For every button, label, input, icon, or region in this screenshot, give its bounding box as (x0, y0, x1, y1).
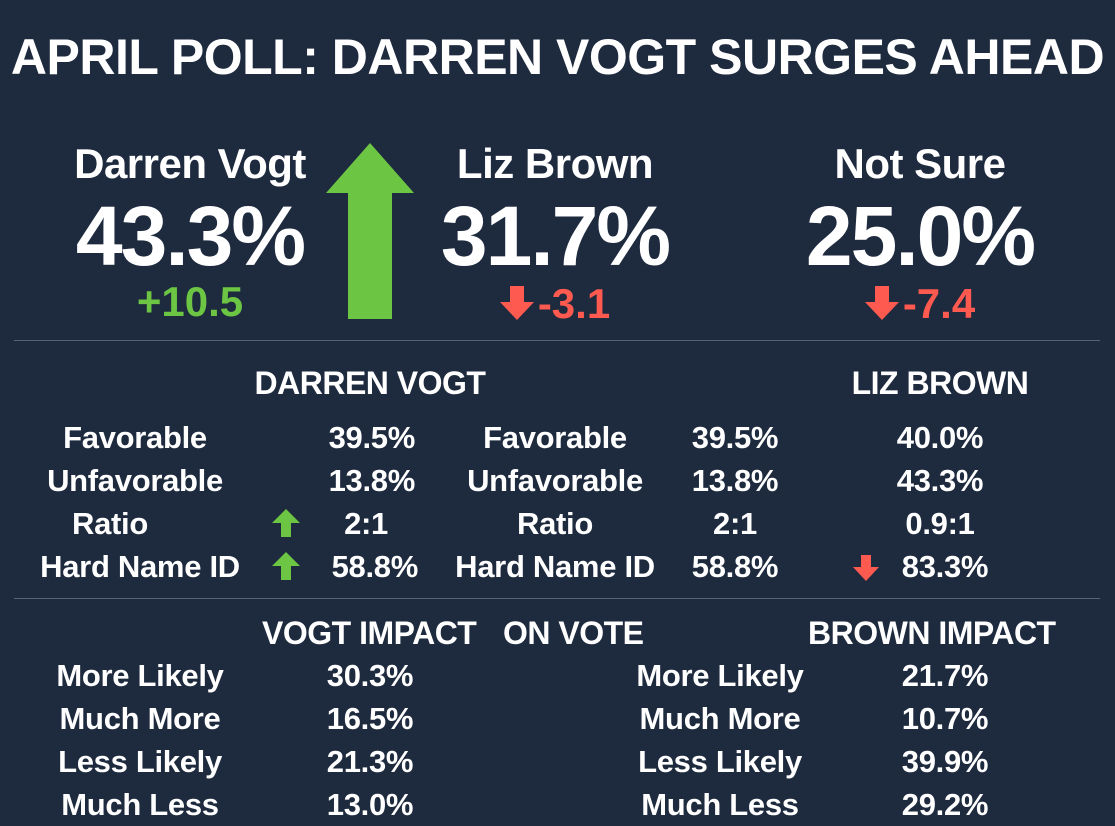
impact-header-middle: ON VOTE (503, 615, 644, 651)
candidate-name-brown: Liz Brown (456, 140, 654, 187)
fav-row-vogt-value: 58.8% (331, 549, 419, 584)
fav-row-mid-value: 58.8% (691, 549, 779, 584)
arrow-down-icon (853, 555, 879, 581)
impact-row-vogt-value: 16.5% (326, 701, 414, 736)
impact-row-vogt-value: 21.3% (326, 744, 414, 779)
arrow-down-icon (864, 286, 899, 320)
candidate-pct-brown: 31.7% (440, 189, 671, 283)
fav-row-mid-value: 2:1 (713, 506, 757, 541)
arrow-up-icon (272, 509, 300, 537)
fav-row-label: Hard Name ID (40, 549, 240, 584)
fav-row-brown-value: 40.0% (896, 420, 984, 455)
change-value: -3.1 (537, 280, 611, 327)
impact-row-brown-value: 10.7% (901, 701, 989, 736)
fav-row-label: Favorable (63, 420, 207, 455)
impact-row-brown-label: Less Likely (638, 744, 802, 779)
candidate-pct-vogt: 43.3% (75, 189, 306, 283)
candidate-pct-not-sure: 25.0% (805, 189, 1036, 283)
impact-row-vogt-value: 13.0% (326, 787, 414, 822)
impact-row-label: Much More (59, 701, 221, 736)
impact-header-brown: BROWN IMPACT (808, 615, 1056, 651)
candidate-change-not-sure: -7.4 (790, 280, 1050, 328)
impact-row-label: More Likely (56, 658, 224, 693)
candidate-name-vogt: Darren Vogt (74, 140, 306, 187)
fav-row-brown-value: 83.3% (901, 549, 989, 584)
impact-header-vogt: VOGT IMPACT (262, 615, 477, 651)
impact-row-vogt-value: 30.3% (326, 658, 414, 693)
fav-row-mid-value: 13.8% (691, 463, 779, 498)
arrow-up-icon (272, 552, 300, 580)
fav-row-label-2: Unfavorable (467, 463, 643, 498)
impact-row-brown-label: Much More (639, 701, 801, 736)
fav-row-brown-value: 43.3% (896, 463, 984, 498)
fav-row-label: Unfavorable (47, 463, 223, 498)
fav-row-label-2: Ratio (516, 506, 593, 541)
arrow-down-icon (499, 286, 534, 320)
fav-row-mid-value: 39.5% (691, 420, 779, 455)
impact-row-brown-value: 29.2% (901, 787, 989, 822)
impact-row-label: Less Likely (58, 744, 222, 779)
favorability-header-brown: LIZ BROWN (851, 365, 1029, 401)
impact-row-brown-label: More Likely (636, 658, 804, 693)
fav-row-brown-value: 0.9:1 (905, 506, 975, 541)
impact-row-label: Much Less (61, 787, 219, 822)
big-arrow-up-icon (326, 143, 414, 319)
candidate-name-not-sure: Not Sure (834, 140, 1006, 187)
fav-row-vogt-value: 13.8% (328, 463, 416, 498)
section-divider (14, 598, 1100, 599)
change-value: -7.4 (902, 280, 976, 327)
favorability-header-vogt: DARREN VOGT (254, 365, 486, 401)
fav-row-label: Ratio (71, 506, 148, 541)
impact-row-brown-label: Much Less (641, 787, 799, 822)
fav-row-vogt-value: 39.5% (328, 420, 416, 455)
page-title: APRIL POLL: DARREN VOGT SURGES AHEAD (10, 29, 1105, 85)
impact-row-brown-value: 21.7% (901, 658, 989, 693)
candidate-change-vogt: +10.5 (136, 278, 244, 325)
section-divider (14, 340, 1100, 341)
fav-row-vogt-value: 2:1 (344, 506, 388, 541)
candidate-change-brown: -3.1 (430, 280, 680, 328)
fav-row-label-2: Favorable (483, 420, 627, 455)
impact-row-brown-value: 39.9% (901, 744, 989, 779)
fav-row-label-2: Hard Name ID (455, 549, 655, 584)
